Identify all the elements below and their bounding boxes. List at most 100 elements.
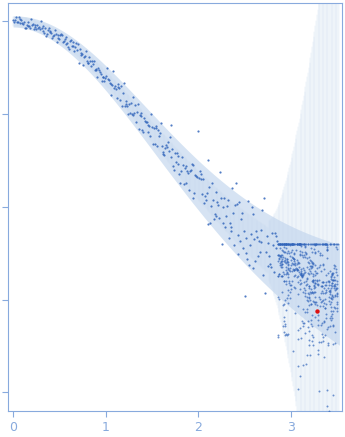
Point	[292, 422, 297, 429]
Point	[290, 255, 296, 262]
Point	[278, 273, 284, 280]
Point	[63, 34, 68, 41]
Point	[310, 264, 315, 271]
Point	[275, 240, 280, 247]
Point	[304, 255, 310, 262]
Point	[249, 203, 255, 210]
Point	[189, 160, 195, 167]
Point	[287, 265, 293, 272]
Point	[303, 250, 308, 257]
Point	[27, 23, 32, 30]
Point	[307, 271, 312, 277]
Point	[221, 219, 226, 226]
Point	[149, 124, 155, 131]
Point	[286, 277, 292, 284]
Point	[176, 160, 181, 167]
Point	[206, 221, 211, 228]
Point	[20, 20, 25, 27]
Point	[56, 34, 61, 41]
Point	[306, 294, 312, 301]
Point	[316, 277, 322, 284]
Point	[318, 289, 324, 296]
Point	[324, 402, 329, 409]
Point	[328, 317, 334, 324]
Point	[307, 283, 312, 290]
Point	[328, 273, 334, 280]
Point	[37, 25, 43, 32]
Point	[298, 265, 304, 272]
Point	[290, 266, 295, 273]
Point	[292, 260, 298, 267]
Point	[74, 47, 80, 54]
Point	[285, 257, 290, 264]
Point	[302, 308, 307, 315]
Point	[301, 240, 307, 247]
Point	[233, 180, 239, 187]
Point	[306, 284, 311, 291]
Point	[317, 240, 323, 247]
Point	[297, 240, 303, 247]
Point	[283, 249, 288, 256]
Point	[279, 240, 285, 247]
Point	[285, 258, 290, 265]
Point	[141, 114, 147, 121]
Point	[319, 319, 325, 326]
Point	[290, 255, 296, 262]
Point	[60, 39, 66, 46]
Point	[298, 271, 304, 278]
Point	[287, 267, 292, 274]
Point	[298, 272, 304, 279]
Point	[50, 32, 56, 39]
Point	[316, 240, 322, 247]
Point	[325, 254, 330, 261]
Point	[321, 240, 327, 247]
Point	[306, 295, 312, 302]
Point	[41, 29, 47, 36]
Point	[321, 240, 326, 247]
Point	[277, 260, 283, 267]
Point	[292, 260, 297, 267]
Point	[280, 240, 285, 247]
Point	[26, 19, 31, 26]
Point	[282, 296, 288, 303]
Point	[297, 240, 303, 247]
Point	[280, 302, 285, 309]
Point	[299, 252, 305, 259]
Point	[274, 233, 279, 240]
Point	[284, 259, 289, 266]
Point	[323, 305, 328, 312]
Point	[296, 240, 302, 247]
Point	[283, 240, 289, 247]
Point	[104, 73, 109, 80]
Point	[95, 73, 100, 80]
Point	[21, 18, 27, 25]
Point	[52, 27, 58, 34]
Point	[296, 260, 301, 267]
Point	[280, 323, 286, 329]
Point	[289, 240, 295, 247]
Point	[335, 240, 340, 247]
Point	[287, 282, 293, 289]
Point	[280, 247, 285, 254]
Point	[322, 296, 328, 303]
Point	[142, 117, 148, 124]
Point	[329, 311, 334, 318]
Point	[289, 246, 295, 253]
Point	[145, 129, 150, 136]
Point	[330, 315, 335, 322]
Point	[304, 309, 310, 316]
Point	[28, 16, 34, 23]
Point	[329, 270, 334, 277]
Point	[310, 240, 316, 247]
Point	[276, 240, 282, 247]
Point	[278, 251, 284, 258]
Point	[287, 288, 293, 295]
Point	[267, 253, 272, 260]
Point	[237, 198, 242, 205]
Point	[310, 260, 316, 267]
Point	[328, 275, 334, 282]
Point	[298, 240, 304, 247]
Point	[282, 240, 287, 247]
Point	[333, 305, 338, 312]
Point	[278, 253, 283, 260]
